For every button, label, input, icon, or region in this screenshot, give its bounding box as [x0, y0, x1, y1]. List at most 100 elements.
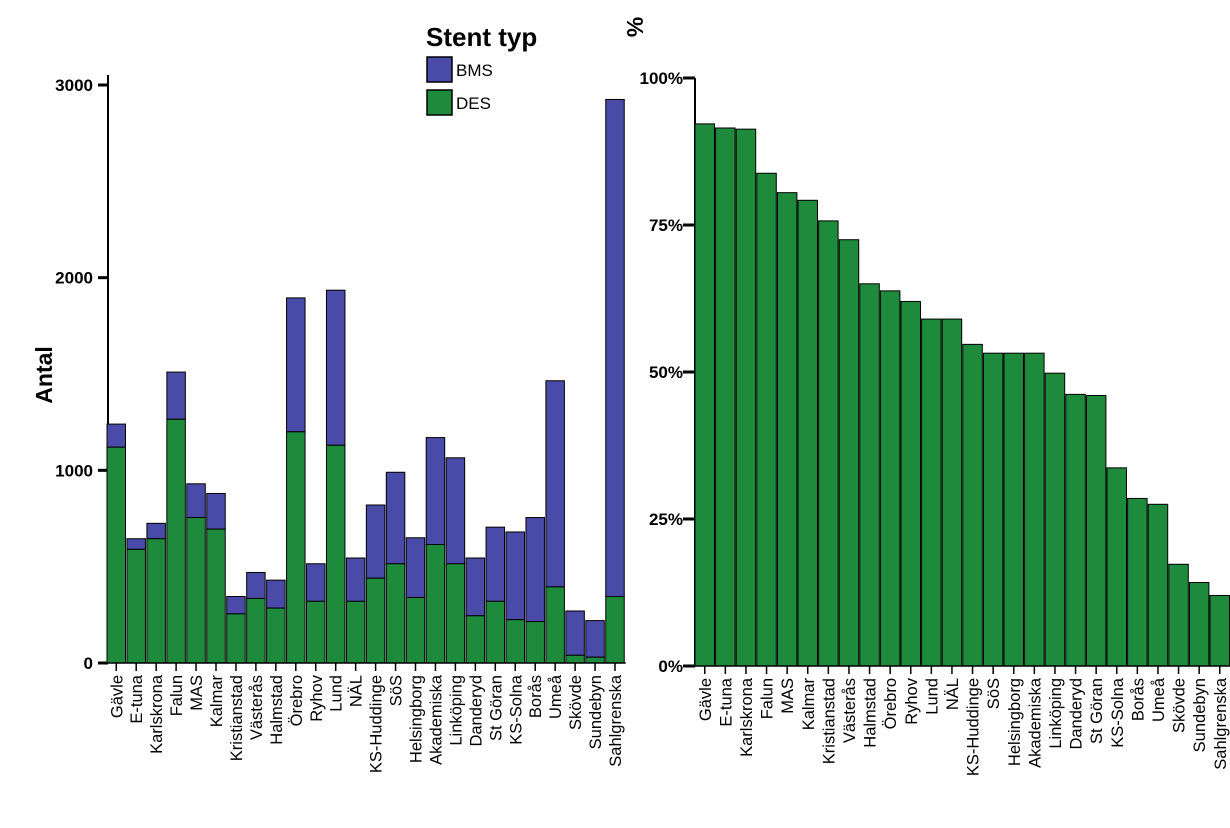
bar-bms-lund	[325, 289, 346, 446]
pct-bar-n-l	[941, 318, 963, 667]
pct-bar-ume	[1147, 503, 1169, 667]
bar-des-bor-s	[525, 621, 545, 664]
left-y-tick-label: 0	[84, 654, 93, 673]
left-x-tick-label: Falun	[168, 675, 186, 716]
bar-bms-sahlgrenska	[605, 98, 625, 598]
right-y-tick-label: 25%	[649, 510, 683, 529]
right-x-tick-label: Falun	[759, 678, 777, 719]
left-x-tick-label: NÄL	[348, 675, 366, 707]
right-x-tick-label: E-tuna	[717, 677, 735, 726]
right-x-tick-label: Lund	[923, 678, 941, 715]
right-x-tick-label: Sahlgrenska	[1212, 677, 1230, 770]
right-x-tick-label: Sundebyn	[1191, 678, 1209, 752]
left-x-tick-label: Sahlgrenska	[607, 674, 625, 767]
bar-bms-danderyd	[465, 557, 486, 617]
bar-des-ryhov	[306, 600, 326, 664]
bar-bms-helsingborg	[405, 537, 426, 598]
left-x-tick-label: KS-Solna	[507, 674, 525, 745]
bar-bms-n-l	[345, 557, 366, 602]
left-x-tick-label: SöS	[388, 675, 406, 706]
left-x-tick-label: MAS	[188, 675, 206, 711]
pct-bar-g-vle	[694, 123, 715, 667]
left-x-tick-label: E-tuna	[128, 674, 146, 723]
bar-des-kalmar	[206, 528, 226, 664]
bar-bms-sundebyn	[585, 620, 605, 658]
left-x-tick-label: Gävle	[108, 675, 126, 718]
right-x-tick-label: St Göran	[1088, 678, 1106, 744]
left-chart-antal: Antal 0 1000 2000 3000 Gävle E-tuna Karlskron…	[31, 75, 626, 773]
right-x-tick-label: Ryhov	[903, 677, 921, 725]
bar-des-sk-vde	[565, 654, 585, 664]
legend-title: Stent typ	[426, 22, 537, 52]
bar-des-st-g-ran	[485, 600, 506, 664]
right-x-tick-label: Örebro	[882, 678, 900, 729]
bar-des-sahlgrenska	[605, 596, 625, 664]
bar-bms-s-s	[385, 471, 406, 565]
right-x-tick-label: Västerås	[841, 678, 859, 743]
right-y-tick-label: 75%	[649, 216, 683, 235]
pct-bar-falun	[756, 172, 777, 667]
pct-bar-mas	[776, 192, 798, 667]
right-y-tick-label: 100%	[640, 69, 683, 88]
bar-des-akademiska	[425, 544, 446, 664]
pct-bar-rebro	[879, 290, 901, 667]
bar-bms-sk-vde	[565, 610, 585, 656]
bar-des-n-l	[345, 600, 366, 664]
left-y-ticks: 0 1000 2000 3000	[55, 75, 109, 673]
pct-bar-sundebyn	[1188, 582, 1210, 667]
bar-bms-halmstad	[266, 579, 286, 609]
bar-des-e-tuna	[126, 548, 146, 664]
left-x-tick-label: Lund	[328, 675, 346, 712]
left-x-tick-label: Karlskrona	[148, 674, 166, 754]
pct-bar-kalmar	[797, 199, 818, 667]
left-y-tick-label: 3000	[55, 76, 93, 95]
right-x-tick-label: Danderyd	[1068, 678, 1086, 750]
left-x-tick-label: Danderyd	[467, 675, 485, 747]
legend-label-des: DES	[456, 94, 491, 113]
right-x-tick-label: Borås	[1129, 678, 1147, 721]
pct-bar-ks-huddinge	[962, 343, 983, 667]
bar-des-g-vle	[106, 446, 126, 664]
left-x-tick-label: Borås	[527, 675, 545, 718]
bar-des-kristianstad	[226, 613, 246, 664]
left-x-tick-label: Helsingborg	[408, 675, 426, 763]
bar-bms-ryhov	[306, 563, 326, 602]
left-x-tick-label: Kalmar	[208, 674, 226, 727]
bar-des-helsingborg	[405, 596, 426, 664]
bar-bms-kalmar	[206, 492, 226, 530]
bar-bms-karlskrona	[146, 522, 166, 540]
bar-bms-ks-huddinge	[365, 504, 386, 579]
legend-swatch-des	[426, 89, 453, 116]
right-x-tick-label: Skövde	[1171, 678, 1189, 733]
left-x-tick-label: Skövde	[567, 675, 585, 730]
right-chart-title: %	[622, 17, 648, 37]
right-x-tick-label: Akademiska	[1026, 677, 1044, 768]
right-y-ticks: 0% 25% 50% 75% 100%	[640, 69, 696, 676]
right-x-tick-label: Helsingborg	[1006, 678, 1024, 766]
bar-des-falun	[166, 418, 186, 664]
left-x-tick-labels: Gävle E-tuna Karlskrona Falun MAS Kalmar Krist…	[108, 662, 626, 773]
right-chart-percent: % 0% 25% 50% 75% 100% Gävle E-tuna Karlskrona F…	[622, 17, 1230, 776]
pct-bar-akademiska	[1024, 352, 1045, 667]
bar-bms-e-tuna	[126, 538, 146, 550]
bar-bms-rebro	[286, 297, 306, 433]
bar-bms-bor-s	[525, 517, 545, 623]
legend-label-bms: BMS	[456, 61, 493, 80]
right-x-tick-label: SöS	[985, 678, 1003, 709]
pct-bar-lund	[921, 318, 942, 667]
right-x-tick-label: Kristianstad	[820, 678, 838, 764]
bar-des-ks-huddinge	[365, 577, 386, 664]
bar-bms-kristianstad	[226, 596, 246, 615]
right-x-tick-label: Gävle	[697, 678, 715, 721]
bar-des-s-s	[385, 563, 406, 664]
right-x-tick-label: Halmstad	[862, 678, 880, 748]
left-x-tick-label: Umeå	[547, 674, 565, 719]
pct-bar-sk-vde	[1168, 563, 1189, 667]
left-x-tick-label: Ryhov	[308, 674, 326, 722]
pct-bar-kristianstad	[818, 220, 839, 667]
bar-des-link-ping	[445, 563, 466, 664]
left-x-tick-label: Kristianstad	[228, 675, 246, 761]
right-x-tick-label: Kalmar	[800, 677, 818, 730]
left-y-tick-label: 2000	[55, 269, 93, 288]
